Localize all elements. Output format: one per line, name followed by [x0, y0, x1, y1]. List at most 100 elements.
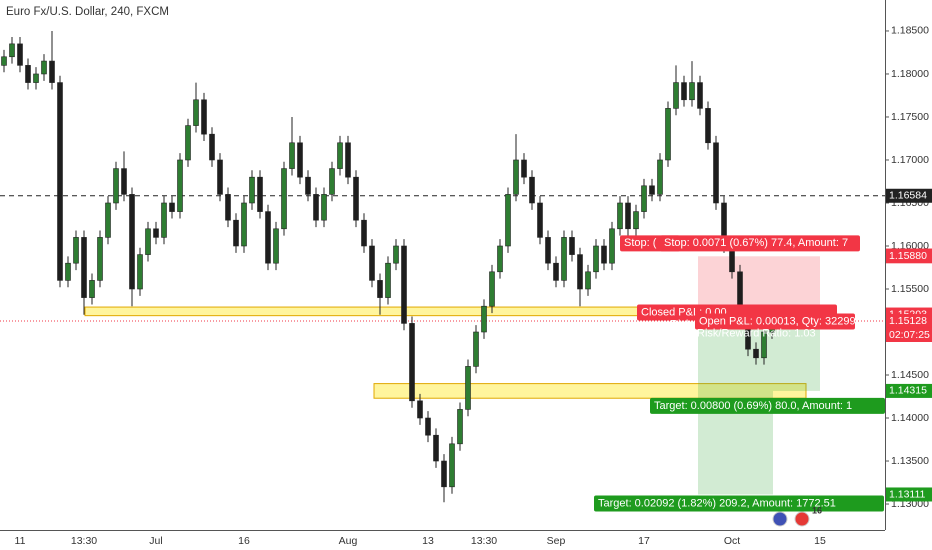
candle-body	[433, 434, 439, 462]
candle-body	[553, 262, 559, 281]
candle-body	[537, 202, 543, 238]
candle-body	[329, 168, 335, 195]
candle-body	[561, 237, 567, 281]
price-tag-label: 1.13111	[889, 488, 926, 500]
candle-body	[625, 202, 631, 230]
candle-body	[161, 202, 167, 238]
label-box	[594, 495, 884, 512]
label-box	[660, 235, 860, 252]
x-tick-label: 16	[238, 535, 250, 547]
line-price-tag	[886, 188, 932, 203]
candle-body	[441, 460, 447, 488]
candle-body	[305, 176, 311, 195]
support-zone	[373, 383, 807, 399]
candle-body	[337, 142, 343, 169]
candle-body	[137, 254, 143, 290]
y-tick-label: 1.14000	[891, 412, 929, 424]
candle-body	[401, 245, 407, 324]
candle-body	[185, 125, 191, 161]
y-tick-label: 1.13500	[891, 455, 929, 467]
candle-body	[641, 185, 647, 212]
candle-body	[497, 245, 503, 273]
candle-body	[609, 228, 615, 264]
candle-body	[697, 82, 703, 109]
candle-body	[129, 194, 135, 290]
candle-body	[257, 176, 263, 212]
label-box	[650, 397, 885, 414]
candle-body	[273, 228, 279, 264]
price-tag-label: 1.14315	[889, 385, 927, 397]
price-tag	[886, 249, 932, 264]
candle-body	[377, 280, 383, 298]
candle-body	[169, 202, 175, 212]
current-price-tag-label: 1.15128	[889, 315, 927, 327]
candle-body	[705, 108, 711, 144]
candle-body	[209, 133, 215, 161]
y-tick-label: 1.15500	[891, 283, 929, 295]
candle-body	[449, 443, 455, 488]
x-tick-label: 13:30	[71, 535, 97, 547]
y-tick-label: 1.18500	[891, 25, 929, 37]
candle-body	[153, 228, 159, 238]
candle-body	[9, 43, 15, 58]
x-tick-label: 17	[638, 535, 650, 547]
candle-body	[569, 237, 575, 255]
plot: 1.130001.135001.140001.145001.150001.155…	[0, 25, 932, 547]
candle-body	[89, 280, 95, 298]
candle-body	[657, 159, 663, 195]
candle-body	[193, 99, 199, 126]
x-tick-label: Aug	[339, 535, 358, 547]
event-icon	[794, 511, 810, 527]
candle-body	[241, 202, 247, 247]
candle-body	[489, 271, 495, 307]
candle-body	[689, 82, 695, 101]
candle-body	[345, 142, 351, 178]
chart-title: Euro Fx/U.S. Dollar, 240, FXCM	[6, 6, 169, 18]
candle-body	[601, 245, 607, 264]
candle-body	[761, 331, 767, 359]
position-label: Open P&L: 0.00013, Qty: 32299	[699, 315, 856, 327]
candle-body	[425, 417, 431, 436]
event-icon	[772, 511, 788, 527]
candle-body	[297, 142, 303, 178]
label-box	[695, 313, 855, 330]
y-tick-label: 1.17000	[891, 154, 929, 166]
candle-body	[481, 305, 487, 333]
candle-body	[361, 219, 367, 247]
candle-body	[233, 219, 239, 247]
candle-body	[265, 211, 271, 264]
candle-body	[49, 60, 55, 83]
candle-body	[65, 262, 71, 281]
candle-body	[457, 409, 463, 445]
candle-body	[665, 108, 671, 161]
x-tick-label: 15	[814, 535, 826, 547]
candle-body	[513, 159, 519, 195]
position-label: Stop: (	[624, 237, 657, 249]
y-tick-label: 1.17500	[891, 111, 929, 123]
x-tick-label: Jul	[149, 535, 162, 547]
candle-body	[289, 142, 295, 169]
candle-body	[313, 194, 319, 221]
candle-body	[113, 168, 119, 204]
price-tag	[886, 487, 932, 502]
candle-body	[249, 176, 255, 204]
candle-body	[593, 245, 599, 273]
candle-body	[465, 366, 471, 410]
candle-body	[577, 254, 583, 290]
candle-body	[33, 73, 39, 83]
candle-body	[121, 168, 127, 195]
candle-body	[17, 43, 23, 66]
y-tick-label: 1.18000	[891, 68, 929, 80]
x-tick-label: 13	[422, 535, 434, 547]
candle-body	[41, 60, 47, 75]
candle-body	[353, 176, 359, 221]
x-tick-label: 11	[15, 535, 26, 547]
candle-body	[393, 245, 399, 264]
line-price-tag-label: 1.16584	[889, 190, 927, 202]
candle-body	[1, 56, 7, 66]
position-label: Target: 0.00800 (0.69%) 80.0, Amount: 1	[654, 400, 852, 412]
candle-body	[409, 323, 415, 402]
